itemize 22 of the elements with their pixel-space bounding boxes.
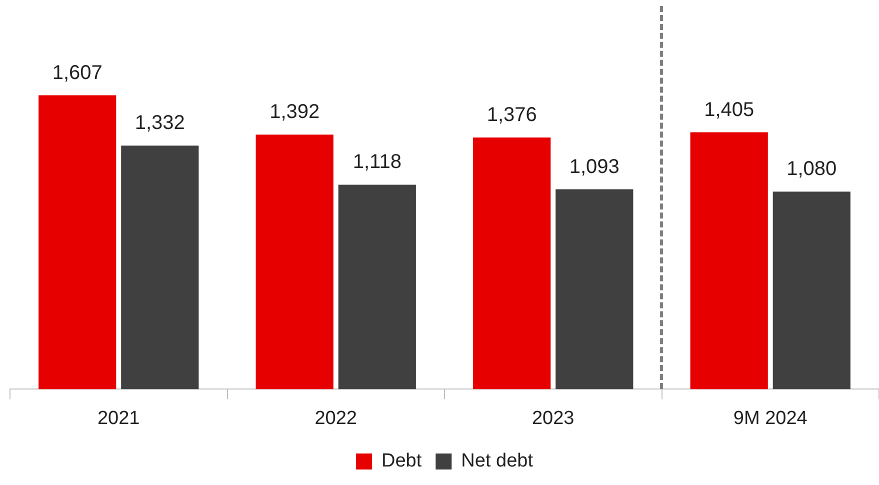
- legend-label: Net debt: [461, 450, 534, 472]
- data-label: 1,118: [352, 151, 402, 174]
- data-label: 1,093: [569, 156, 620, 178]
- bar: [256, 134, 334, 390]
- bar: [772, 192, 850, 390]
- data-label: 1,392: [270, 101, 320, 124]
- bar: [338, 184, 416, 390]
- legend-label: Debt: [382, 450, 422, 472]
- bar: [556, 189, 634, 390]
- x-tick-label: 9M 2024: [733, 408, 808, 429]
- x-tick-label: 2021: [97, 408, 140, 429]
- data-label: 1,376: [486, 104, 537, 126]
- x-tick-label: 2023: [532, 408, 574, 429]
- data-label: 1,080: [786, 158, 837, 180]
- bar: [38, 95, 116, 390]
- data-label: 1,405: [704, 98, 754, 121]
- data-label: 1,607: [52, 62, 102, 84]
- data-label: 1,332: [134, 112, 185, 134]
- bar: [690, 132, 768, 390]
- bar: [121, 146, 199, 390]
- x-tick-label: 2022: [314, 408, 358, 429]
- bar: [473, 138, 551, 390]
